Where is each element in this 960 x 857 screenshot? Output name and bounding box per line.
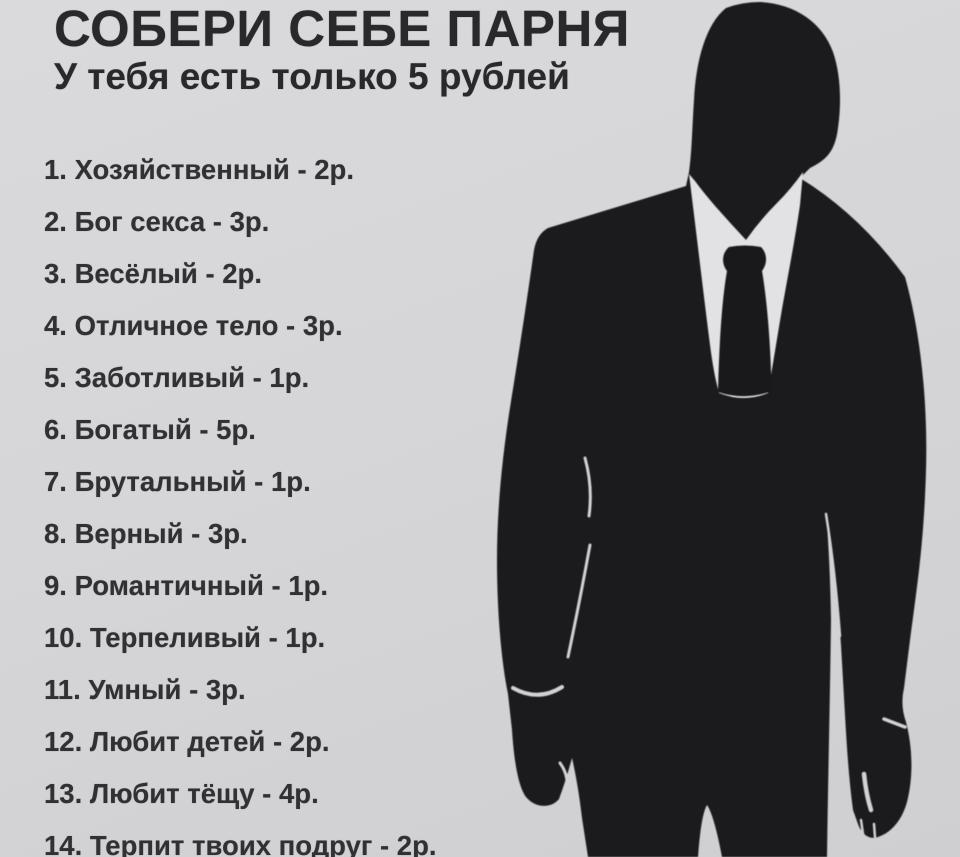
title-main: СОБЕРИ СЕБЕ ПАРНЯ (54, 0, 630, 57)
list-item: 2. Бог секса - 3р. (44, 206, 270, 237)
list-item: 14. Терпит твоих подруг - 2р. (44, 830, 437, 857)
list-item: 12. Любит детей - 2р. (44, 726, 330, 757)
list-item: 10. Терпеливый - 1р. (44, 622, 326, 653)
list-item: 3. Весёлый - 2р. (44, 258, 262, 289)
necktie-shape (718, 245, 772, 397)
suit-body-shape (497, 2, 927, 857)
list-item: 7. Брутальный - 1р. (44, 466, 311, 497)
list-item: 6. Богатый - 5р. (44, 414, 256, 445)
price-list: 1. Хозяйственный - 2р. 2. Бог секса - 3р.… (44, 144, 437, 857)
list-item: 4. Отличное тело - 3р. (44, 310, 343, 341)
list-item: 5. Заботливый - 1р. (44, 362, 310, 393)
title-subtitle: У тебя есть только 5 рублей (54, 55, 570, 97)
list-item: 13. Любит тёщу - 4р. (44, 778, 319, 809)
list-item: 1. Хозяйственный - 2р. (44, 154, 354, 185)
poster-title: СОБЕРИ СЕБЕ ПАРНЯ У тебя есть только 5 р… (54, 2, 630, 97)
list-item: 8. Верный - 3р. (44, 518, 248, 549)
suit-highlight-creases (511, 456, 907, 839)
list-item: 9. Романтичный - 1р. (44, 570, 329, 601)
list-item: 11. Умный - 3р. (44, 674, 246, 705)
